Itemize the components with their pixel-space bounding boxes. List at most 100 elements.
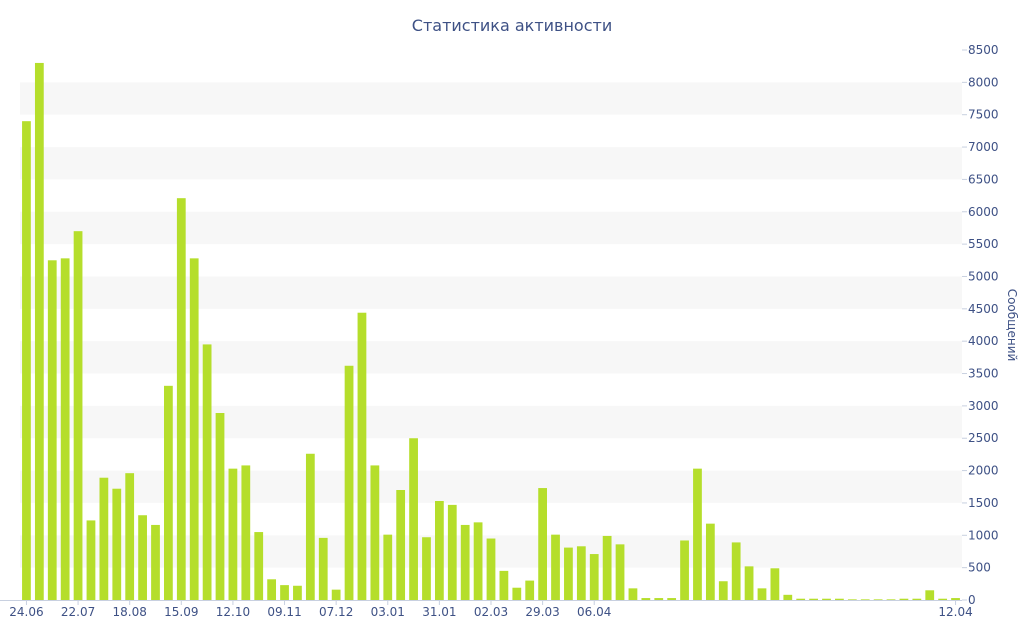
bar[interactable] <box>357 312 367 600</box>
bar[interactable] <box>331 589 341 600</box>
bar[interactable] <box>925 590 935 600</box>
bar[interactable] <box>744 566 754 600</box>
bar[interactable] <box>267 579 277 600</box>
y-tick-label: 3500 <box>968 367 999 381</box>
bar[interactable] <box>615 544 625 600</box>
bar[interactable] <box>589 554 599 600</box>
bar[interactable] <box>60 258 70 600</box>
bar[interactable] <box>628 588 638 600</box>
bar[interactable] <box>796 598 806 600</box>
bar[interactable] <box>215 413 225 600</box>
bar[interactable] <box>344 365 354 600</box>
bar[interactable] <box>860 599 870 600</box>
bar[interactable] <box>447 504 457 600</box>
bar[interactable] <box>125 473 135 600</box>
bar[interactable] <box>835 598 844 600</box>
bar[interactable] <box>912 598 922 600</box>
bar[interactable] <box>770 568 780 600</box>
bar[interactable] <box>499 570 509 600</box>
y-tick-label: 2000 <box>968 464 999 478</box>
bar[interactable] <box>73 231 83 600</box>
x-tick-label: 03.01 <box>371 605 405 619</box>
bar[interactable] <box>951 598 960 600</box>
bar[interactable] <box>731 542 741 600</box>
bar[interactable] <box>602 535 612 600</box>
grid-band <box>20 470 962 503</box>
bar[interactable] <box>473 522 483 600</box>
y-tick-label: 6500 <box>968 172 999 186</box>
bar[interactable] <box>525 580 535 600</box>
bar[interactable] <box>460 524 470 600</box>
bar[interactable] <box>241 465 251 600</box>
grid-band <box>20 211 962 245</box>
x-tick-label: 24.06 <box>9 605 43 619</box>
bar[interactable] <box>422 537 431 600</box>
bar[interactable] <box>435 501 444 600</box>
bar[interactable] <box>138 515 147 600</box>
x-tick-label: 09.11 <box>267 605 301 619</box>
bar[interactable] <box>383 534 393 600</box>
bar[interactable] <box>512 587 522 600</box>
bar[interactable] <box>783 594 793 600</box>
bar[interactable] <box>254 532 264 600</box>
bar[interactable] <box>151 524 160 600</box>
bar[interactable] <box>293 585 302 600</box>
bar[interactable] <box>47 260 57 600</box>
bar[interactable] <box>409 438 418 600</box>
bar[interactable] <box>396 490 406 600</box>
bar[interactable] <box>280 585 289 600</box>
y-tick-label: 6000 <box>968 205 999 219</box>
y-tick-label: 8000 <box>968 75 999 89</box>
bar[interactable] <box>847 599 857 600</box>
bar[interactable] <box>202 344 212 600</box>
bar[interactable] <box>564 547 573 600</box>
bar[interactable] <box>886 599 896 600</box>
bar[interactable] <box>486 538 496 600</box>
bar[interactable] <box>576 546 586 600</box>
bar[interactable] <box>176 198 186 600</box>
bar[interactable] <box>551 534 560 600</box>
bar[interactable] <box>873 599 883 600</box>
bar[interactable] <box>189 258 199 600</box>
bar[interactable] <box>99 477 109 600</box>
bar[interactable] <box>641 598 651 600</box>
bar[interactable] <box>164 385 173 600</box>
x-tick-label: 15.09 <box>164 605 198 619</box>
y-tick-label: 500 <box>968 561 991 575</box>
bar[interactable] <box>693 468 702 600</box>
x-tick-label: 31.01 <box>422 605 456 619</box>
bar[interactable] <box>822 598 831 600</box>
bar[interactable] <box>899 598 909 600</box>
bar[interactable] <box>705 523 715 600</box>
chart-title: Статистика активности <box>411 16 613 35</box>
y-tick-label: 1500 <box>968 496 999 510</box>
bars <box>22 62 960 601</box>
bar[interactable] <box>680 540 689 600</box>
bar[interactable] <box>22 121 31 601</box>
bar[interactable] <box>809 598 818 600</box>
bar[interactable] <box>757 588 767 600</box>
bar[interactable] <box>538 488 547 600</box>
bar[interactable] <box>938 598 948 600</box>
bar[interactable] <box>318 537 328 600</box>
bar[interactable] <box>86 520 96 600</box>
bar[interactable] <box>34 62 44 600</box>
bar[interactable] <box>654 598 664 600</box>
x-tick-label: 12.04 <box>938 605 972 619</box>
grid-band <box>20 276 962 309</box>
y-tick-label: 3000 <box>968 399 999 413</box>
bar[interactable] <box>112 488 122 600</box>
grid-band <box>20 147 962 180</box>
bar[interactable] <box>718 581 728 600</box>
x-tick-label: 02.03 <box>474 605 508 619</box>
bar[interactable] <box>370 465 380 600</box>
bar[interactable] <box>667 598 677 600</box>
bar[interactable] <box>228 468 238 600</box>
bar[interactable] <box>305 453 315 600</box>
grid-bands <box>20 82 962 568</box>
y-tick-label: 4000 <box>968 334 999 348</box>
x-tick-label: 22.07 <box>61 605 95 619</box>
y-tick-label: 1000 <box>968 528 999 542</box>
x-axis-ticks: 24.06 22.07 18.08 15.09 12.10 09.11 07.12 03.01… <box>9 600 973 619</box>
